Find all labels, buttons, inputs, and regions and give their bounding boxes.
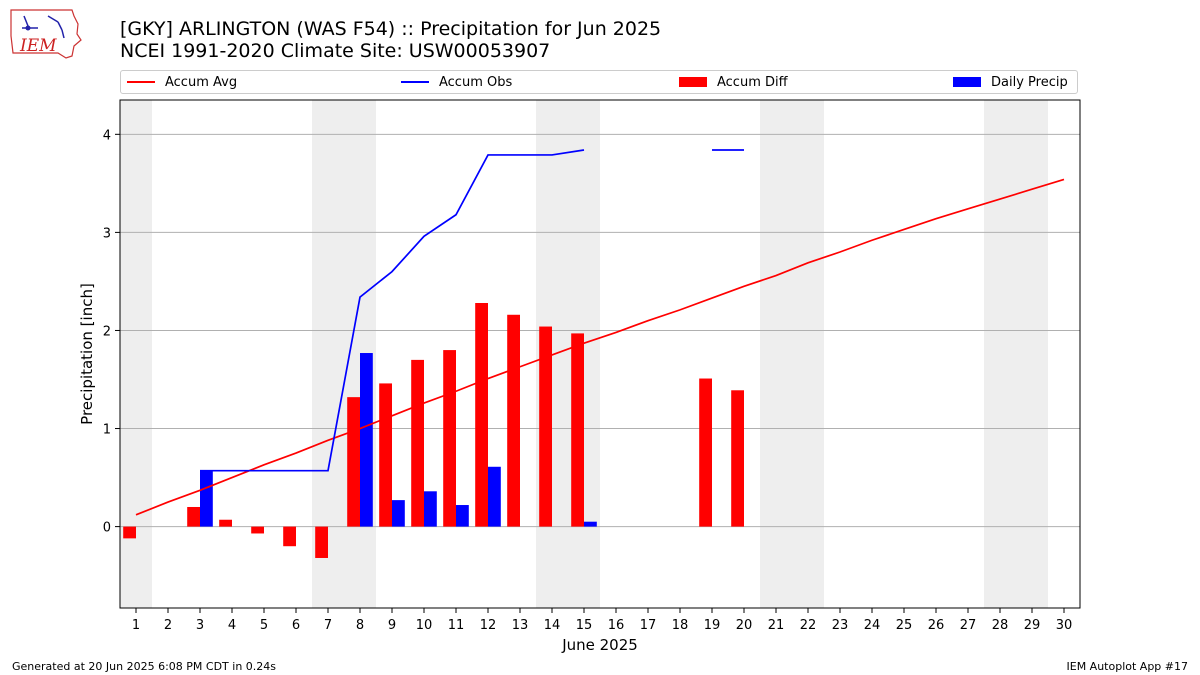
y-tick-label-1: 1 (103, 423, 111, 438)
logo-text: IEM (19, 36, 57, 56)
y-axis-label: Precipitation [inch] (78, 283, 96, 425)
daily-precip-bar-day-12 (488, 466, 501, 527)
x-tick-label-17: 17 (640, 618, 657, 633)
x-tick-label-1: 1 (132, 618, 140, 633)
accum-diff-bar-day-11 (443, 350, 456, 527)
x-tick-label-20: 20 (736, 618, 753, 633)
legend-item-accum-obs: Accum Obs (401, 71, 512, 93)
x-tick-label-28: 28 (992, 618, 1009, 633)
x-tick-label-27: 27 (960, 618, 977, 633)
daily-precip-bars (200, 353, 597, 527)
daily-precip-bar-day-8 (360, 353, 373, 527)
daily-precip-bar-day-3 (200, 470, 213, 527)
chart-subtitle: NCEI 1991-2020 Climate Site: USW00053907 (120, 40, 551, 62)
x-tick-label-7: 7 (324, 618, 332, 633)
y-tick-label-2: 2 (103, 324, 111, 339)
x-axis-ticks: 1 2 3 4 5 6 7 8 9 10 11 12 13 14 15 16 17 18 19 20 21 22 23 24 2… (132, 608, 1072, 633)
footer-generated-text: Generated at 20 Jun 2025 6:08 PM CDT in … (12, 660, 277, 673)
weekend-shade-4 (760, 100, 824, 608)
accum-diff-bar-day-3 (187, 506, 200, 527)
x-tick-label-24: 24 (864, 618, 881, 633)
legend-item-daily-precip: Daily Precip (953, 71, 1068, 93)
legend-label-accum-avg: Accum Avg (165, 74, 238, 90)
weekend-shade-5 (984, 100, 1048, 608)
x-tick-label-6: 6 (292, 618, 300, 633)
accum-diff-bar-day-14 (539, 326, 552, 527)
weekend-shade-1 (120, 100, 152, 608)
x-tick-label-26: 26 (928, 618, 945, 633)
y-tick-label-3: 3 (103, 226, 111, 241)
accum-diff-bar-day-19 (699, 378, 712, 527)
accum-diff-bar-day-13 (507, 314, 520, 527)
x-tick-label-18: 18 (672, 618, 689, 633)
x-tick-label-10: 10 (416, 618, 433, 633)
accum-diff-bar-day-5 (251, 526, 264, 534)
accum-diff-bar-day-9 (379, 383, 392, 527)
accum-diff-bar-day-20 (731, 390, 744, 527)
legend-label-accum-obs: Accum Obs (439, 74, 513, 90)
legend-item-accum-avg: Accum Avg (127, 71, 237, 93)
daily-precip-bar-day-15 (584, 521, 597, 527)
gridlines (120, 133, 1080, 528)
x-tick-label-16: 16 (608, 618, 625, 633)
x-tick-label-8: 8 (356, 618, 364, 633)
x-tick-label-19: 19 (704, 618, 721, 633)
x-tick-label-4: 4 (228, 618, 236, 633)
chart-title: [GKY] ARLINGTON (WAS F54) :: Precipitati… (120, 18, 662, 40)
x-tick-label-13: 13 (512, 618, 529, 633)
footer-app-text: IEM Autoplot App #17 (1066, 660, 1189, 673)
x-tick-label-12: 12 (480, 618, 497, 633)
iem-logo: IEM (10, 9, 82, 59)
daily-precip-bar-day-10 (424, 491, 437, 527)
x-tick-label-15: 15 (576, 618, 593, 633)
legend-label-accum-diff: Accum Diff (717, 74, 788, 90)
x-tick-label-21: 21 (768, 618, 785, 633)
x-tick-label-11: 11 (448, 618, 465, 633)
legend-item-accum-diff: Accum Diff (679, 71, 788, 93)
weekend-shade-2 (312, 100, 376, 608)
iowa-outline-icon (10, 9, 82, 59)
accum-diff-bar-day-10 (411, 359, 424, 527)
x-tick-label-14: 14 (544, 618, 561, 633)
daily-precip-bar-day-11 (456, 505, 469, 527)
accum-avg-line-segment-1 (135, 178, 1065, 516)
x-axis-label: June 2025 (561, 636, 638, 654)
y-axis-ticks: 0 1 2 3 4 (103, 128, 120, 536)
legend-swatch-accum-obs (401, 81, 429, 83)
series-lines (135, 149, 1065, 516)
accum-diff-bar-day-6 (283, 526, 296, 547)
daily-precip-bar-day-9 (392, 500, 405, 527)
x-tick-label-9: 9 (388, 618, 396, 633)
accum-diff-bars (123, 303, 744, 558)
accum-diff-bar-day-8 (347, 397, 360, 527)
y-tick-label-0: 0 (103, 521, 111, 536)
x-tick-label-5: 5 (260, 618, 268, 633)
plot-frame (119, 99, 1081, 609)
x-tick-label-30: 30 (1056, 618, 1073, 633)
legend-swatch-accum-diff (679, 77, 707, 87)
legend-swatch-daily-precip (953, 77, 981, 87)
accum-diff-bar-day-12 (475, 303, 488, 527)
x-tick-label-23: 23 (832, 618, 849, 633)
accum-obs-line-segment-1 (200, 149, 585, 472)
accum-diff-bar-day-15 (571, 333, 584, 527)
weekend-shade-3 (536, 100, 600, 608)
legend-swatch-accum-avg (127, 81, 155, 83)
weekend-shading (120, 100, 1048, 608)
accum-diff-bar-day-7 (315, 526, 328, 558)
x-tick-label-22: 22 (800, 618, 817, 633)
accum-diff-bar-day-1 (123, 526, 136, 539)
legend: Accum Avg Accum Obs Accum Diff Daily Pre… (120, 70, 1078, 94)
legend-label-daily-precip: Daily Precip (991, 74, 1068, 90)
y-tick-label-4: 4 (103, 128, 111, 143)
accum-diff-bar-day-4 (219, 519, 232, 527)
x-tick-label-2: 2 (164, 618, 172, 633)
x-tick-label-29: 29 (1024, 618, 1041, 633)
x-tick-label-3: 3 (196, 618, 204, 633)
x-tick-label-25: 25 (896, 618, 913, 633)
